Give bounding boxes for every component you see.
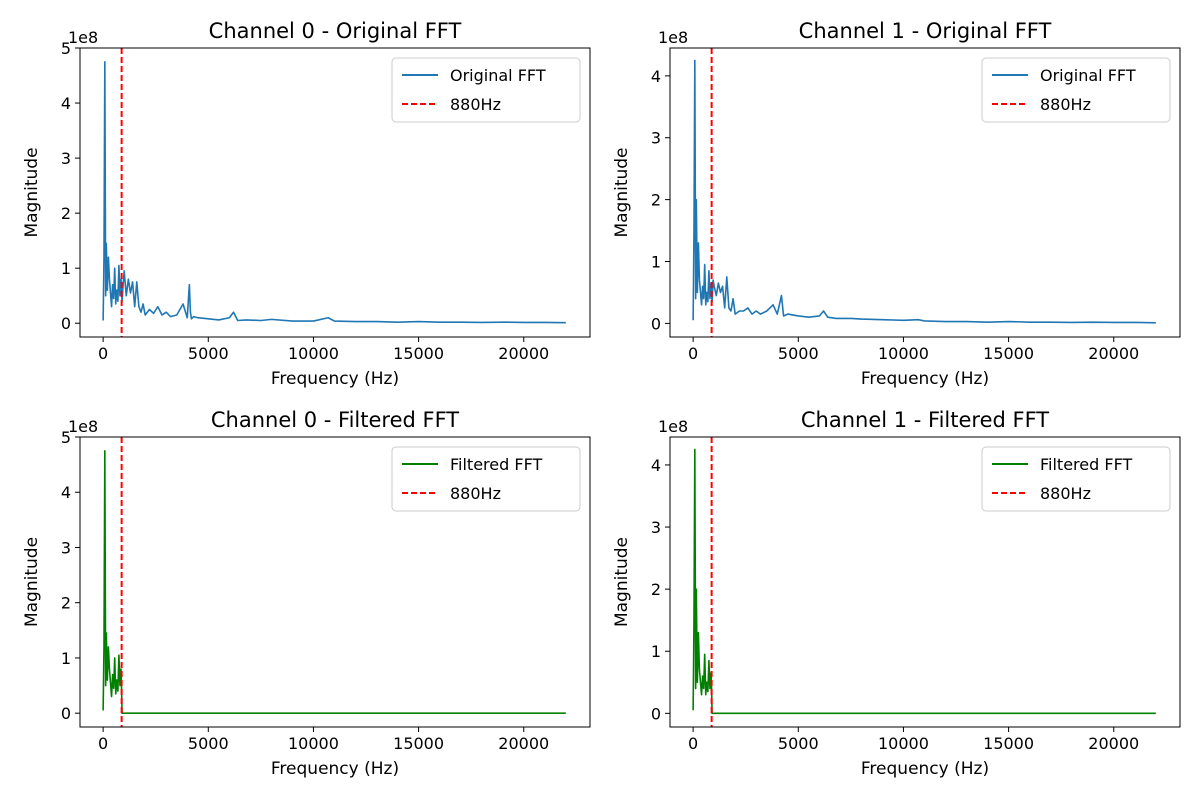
legend-label-series: Filtered FFT bbox=[1040, 455, 1132, 474]
legend-label-series: Original FFT bbox=[450, 66, 546, 85]
y-tick-label: 4 bbox=[61, 94, 71, 113]
legend-box bbox=[391, 446, 581, 512]
axes-frame bbox=[669, 436, 1181, 728]
x-tick-label: 5000 bbox=[188, 734, 229, 753]
legend-label-vline: 880Hz bbox=[1040, 95, 1091, 114]
x-tick-label: 20000 bbox=[1088, 344, 1139, 363]
x-axis-label: Frequency (Hz) bbox=[861, 759, 989, 779]
axes-frame bbox=[669, 47, 1181, 338]
x-tick-label: 15000 bbox=[983, 344, 1034, 363]
chart-title: Channel 0 - Original FFT bbox=[209, 19, 462, 43]
y-offset-label: 1e8 bbox=[68, 28, 98, 47]
legend-label-series: Original FFT bbox=[1040, 66, 1136, 85]
x-axis-label: Frequency (Hz) bbox=[271, 759, 399, 779]
y-offset-label: 1e8 bbox=[658, 28, 688, 47]
y-tick-label: 1 bbox=[651, 253, 661, 272]
y-axis-label: Magnitude bbox=[22, 147, 42, 237]
x-tick-label: 5000 bbox=[778, 734, 819, 753]
y-tick-label: 1 bbox=[61, 259, 71, 278]
y-tick-label: 2 bbox=[61, 594, 71, 613]
legend-box bbox=[391, 57, 581, 123]
y-tick-label: 5 bbox=[61, 39, 71, 58]
legend-label-series: Filtered FFT bbox=[450, 455, 542, 474]
x-tick-label: 0 bbox=[98, 344, 108, 363]
y-offset-label: 1e8 bbox=[68, 417, 98, 436]
axes-frame bbox=[79, 436, 591, 728]
y-axis-label: Magnitude bbox=[612, 537, 632, 627]
y-tick-label: 4 bbox=[651, 456, 661, 475]
y-tick-label: 2 bbox=[651, 580, 661, 599]
chart-title: Channel 1 - Original FFT bbox=[799, 19, 1052, 43]
y-tick-label: 0 bbox=[61, 314, 71, 333]
y-tick-label: 4 bbox=[61, 483, 71, 502]
legend: Original FFT 880Hz bbox=[391, 57, 581, 123]
legend-label-vline: 880Hz bbox=[450, 95, 501, 114]
legend: Filtered FFT 880Hz bbox=[391, 446, 581, 512]
y-tick-label: 4 bbox=[651, 67, 661, 86]
x-tick-label: 5000 bbox=[778, 344, 819, 363]
y-tick-label: 3 bbox=[61, 149, 71, 168]
legend: Original FFT 880Hz bbox=[981, 57, 1171, 123]
x-tick-label: 10000 bbox=[288, 344, 339, 363]
series-line-0 bbox=[692, 59, 1156, 324]
x-axis-label: Frequency (Hz) bbox=[861, 369, 989, 389]
chart-panel-1: 0 5000 10000 15000 20000 0 1 2 3 4 1e8 Channel 1 - … bbox=[612, 19, 1181, 389]
series-line-0 bbox=[692, 448, 1156, 715]
y-axis-label: Magnitude bbox=[22, 537, 42, 627]
legend-label-vline: 880Hz bbox=[450, 484, 501, 503]
y-tick-label: 0 bbox=[651, 704, 661, 723]
y-tick-label: 1 bbox=[61, 649, 71, 668]
x-tick-label: 20000 bbox=[498, 344, 549, 363]
x-tick-label: 5000 bbox=[188, 344, 229, 363]
chart-panel-3: 0 5000 10000 15000 20000 0 1 2 3 4 1e8 Channel 1 - … bbox=[612, 408, 1181, 779]
y-tick-label: 2 bbox=[61, 204, 71, 223]
x-tick-label: 20000 bbox=[498, 734, 549, 753]
y-tick-label: 3 bbox=[61, 538, 71, 557]
axes-frame bbox=[79, 47, 591, 338]
chart-title: Channel 1 - Filtered FFT bbox=[801, 408, 1049, 432]
y-tick-label: 3 bbox=[651, 129, 661, 148]
legend: Filtered FFT 880Hz bbox=[981, 446, 1171, 512]
x-tick-label: 20000 bbox=[1088, 734, 1139, 753]
x-tick-label: 0 bbox=[98, 734, 108, 753]
x-tick-label: 10000 bbox=[878, 734, 929, 753]
y-offset-label: 1e8 bbox=[658, 417, 688, 436]
chart-title: Channel 0 - Filtered FFT bbox=[211, 408, 459, 432]
y-tick-label: 0 bbox=[651, 314, 661, 333]
x-tick-label: 0 bbox=[688, 734, 698, 753]
y-axis-label: Magnitude bbox=[612, 147, 632, 237]
y-tick-label: 1 bbox=[651, 642, 661, 661]
x-tick-label: 10000 bbox=[288, 734, 339, 753]
series-line-0 bbox=[102, 450, 566, 714]
series-line-0 bbox=[102, 60, 566, 324]
legend-box bbox=[981, 446, 1171, 512]
y-tick-label: 0 bbox=[61, 704, 71, 723]
legend-box bbox=[981, 57, 1171, 123]
y-tick-label: 3 bbox=[651, 518, 661, 537]
legend-label-vline: 880Hz bbox=[1040, 484, 1091, 503]
x-tick-label: 15000 bbox=[393, 734, 444, 753]
y-tick-label: 2 bbox=[651, 191, 661, 210]
x-tick-label: 0 bbox=[688, 344, 698, 363]
x-tick-label: 15000 bbox=[393, 344, 444, 363]
y-tick-label: 5 bbox=[61, 428, 71, 447]
x-tick-label: 15000 bbox=[983, 734, 1034, 753]
x-axis-label: Frequency (Hz) bbox=[271, 369, 399, 389]
x-tick-label: 10000 bbox=[878, 344, 929, 363]
